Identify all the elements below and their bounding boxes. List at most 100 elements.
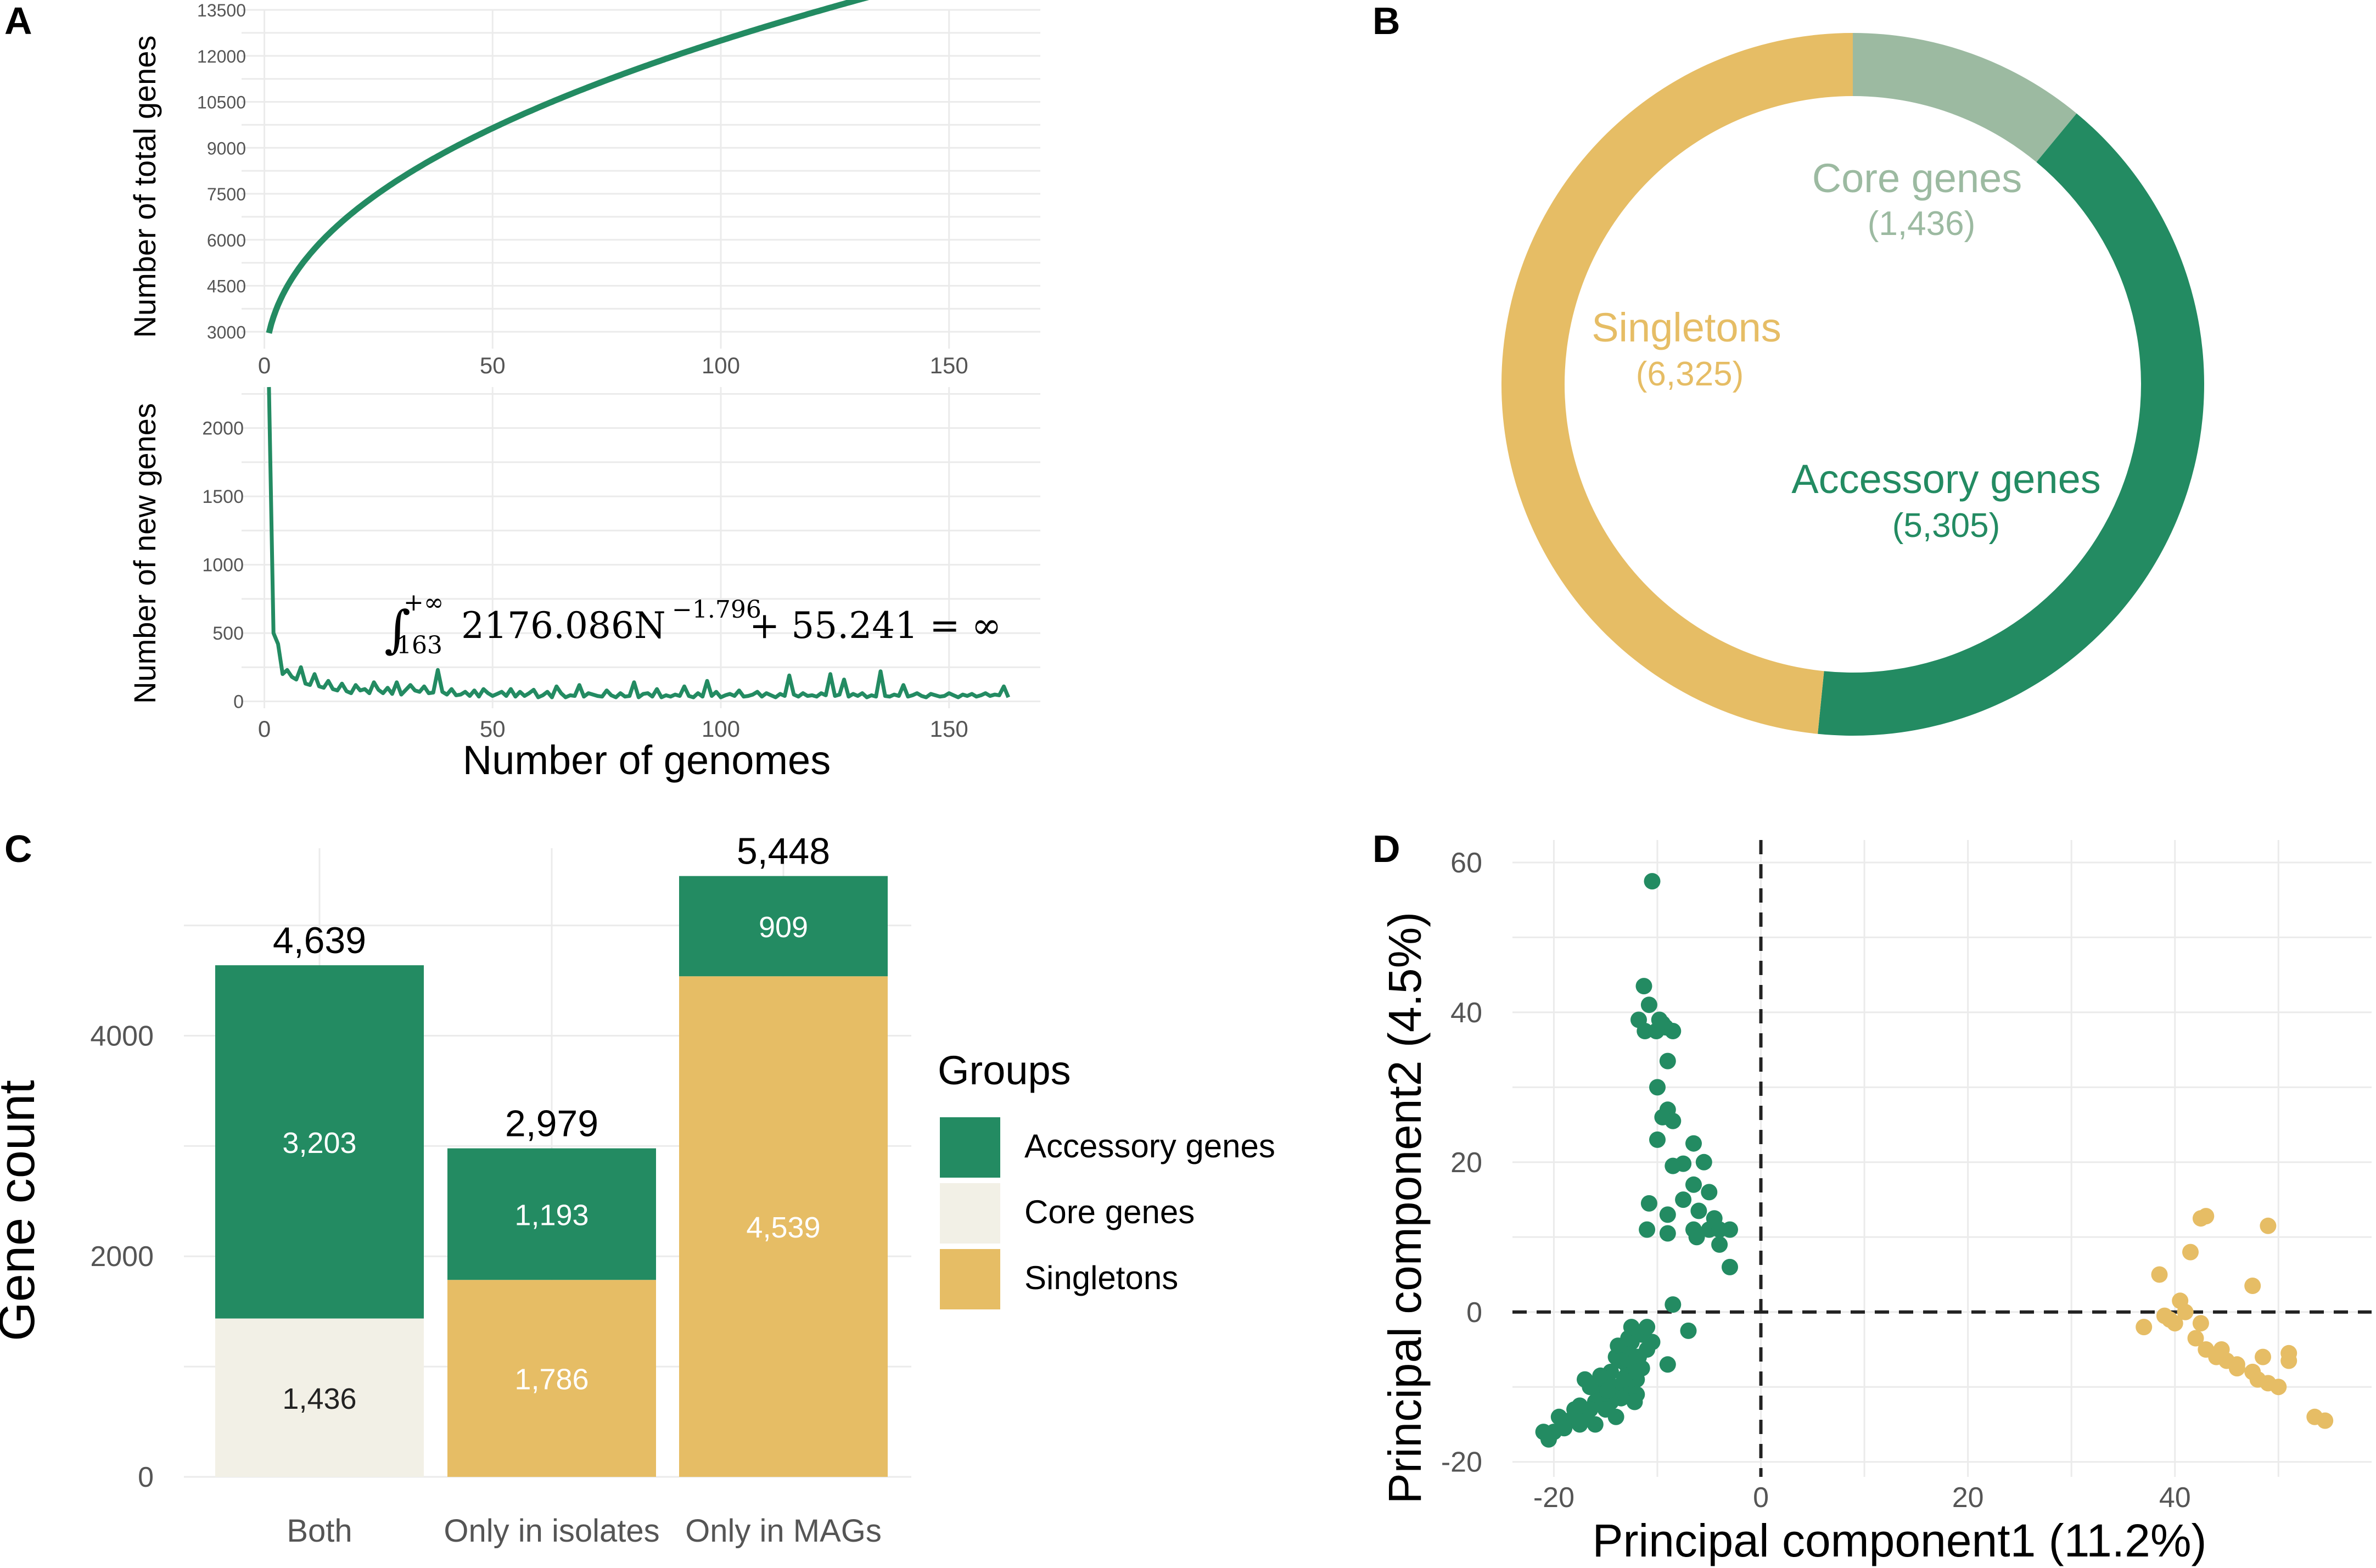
- panel-d-grid: [1512, 840, 2372, 1477]
- legend-label-singletons: Singletons: [1024, 1259, 1178, 1296]
- scatter-point-accessory-genes: [1675, 1191, 1692, 1208]
- x-tick-label: 100: [702, 352, 740, 378]
- scatter-point-accessory-genes: [1688, 1229, 1705, 1246]
- scatter-point-accessory-genes: [1685, 1176, 1702, 1193]
- panel-a-bottom-grid: [242, 387, 1040, 708]
- accessory-genes-slice-label: Accessory genes: [1791, 456, 2101, 502]
- scatter-point-singletons: [2255, 1348, 2271, 1365]
- scatter-point-accessory-genes: [1665, 1112, 1682, 1129]
- y-tick-label: 6000: [207, 231, 246, 250]
- bar-segment-label: 1,193: [514, 1199, 589, 1231]
- bar-segment-label: 1,786: [514, 1363, 589, 1396]
- donut-slice-singletons: [1501, 33, 1853, 734]
- x-tick-label: 50: [480, 352, 506, 378]
- scatter-point-accessory-genes: [1722, 1221, 1738, 1238]
- y-tick-label: 4000: [90, 1020, 154, 1052]
- scatter-point-accessory-genes: [1644, 873, 1661, 890]
- panel-b-label: B: [1372, 0, 1400, 42]
- scatter-point-singletons: [2136, 1319, 2153, 1336]
- y-tick-label: 60: [1450, 847, 1482, 879]
- y-tick-label: 2000: [202, 418, 244, 439]
- scatter-point-accessory-genes: [1690, 1202, 1707, 1219]
- scatter-point-accessory-genes: [1675, 1155, 1692, 1172]
- bar-segment-label: 1,436: [282, 1382, 356, 1415]
- scatter-point-accessory-genes: [1665, 1023, 1682, 1039]
- panel-c-y-label: Gene count: [0, 1080, 45, 1341]
- scatter-point-accessory-genes: [1659, 1052, 1676, 1069]
- x-tick-label: 0: [1753, 1482, 1769, 1514]
- panel-a-top-x-ticks: 0 50 100 150: [258, 352, 968, 378]
- new-genes-curve: [267, 387, 1011, 699]
- panel-c-legend: Groups Accessory genes Core genes Single…: [938, 1048, 1275, 1309]
- y-tick-label: 20: [1450, 1147, 1482, 1179]
- scatter-point-singletons: [2151, 1266, 2168, 1283]
- formula-tail: + 55.241 = ∞: [749, 604, 1001, 647]
- panel-a-bottom-plot: 0 500 1000 1500 2000 0 50 100 150 Number of new…: [127, 387, 1040, 783]
- legend-swatch-accessory-genes: [940, 1117, 1000, 1178]
- donut-slice-accessory-genes: [1818, 113, 2204, 736]
- y-tick-label: 3000: [207, 322, 246, 342]
- panel-d-points: [1535, 873, 2334, 1448]
- y-tick-label: 0: [1466, 1297, 1482, 1329]
- scatter-point-singletons: [2244, 1278, 2261, 1294]
- legend-label-core-genes: Core genes: [1024, 1194, 1195, 1230]
- scatter-point-accessory-genes: [1623, 1319, 1640, 1336]
- formula-exponent: −1.796: [672, 596, 761, 624]
- panel-d-label: D: [1372, 827, 1400, 870]
- panel-a-top-y-label: Number of total genes: [127, 36, 162, 338]
- panel-c-y-ticks: 0 2000 4000: [90, 1020, 154, 1493]
- x-tick-label: 20: [1952, 1482, 1984, 1514]
- scatter-point-accessory-genes: [1640, 1195, 1657, 1212]
- scatter-point-accessory-genes: [1640, 996, 1657, 1013]
- panel-b: B Core genes (1,436) Singletons (6,325) …: [1372, 0, 2204, 736]
- scatter-point-accessory-genes: [1582, 1379, 1599, 1396]
- y-tick-label: 0: [233, 692, 244, 713]
- donut-chart: [1501, 33, 2204, 736]
- scatter-point-accessory-genes: [1635, 978, 1652, 995]
- heaps-law-formula: ∫ +∞ 163 2176.086N −1.796 + 55.241 = ∞: [384, 589, 1001, 659]
- x-tick-label: 50: [480, 716, 506, 742]
- scatter-point-accessory-genes: [1599, 1382, 1616, 1399]
- legend-label-accessory-genes: Accessory genes: [1024, 1128, 1275, 1164]
- scatter-point-singletons: [2182, 1244, 2199, 1261]
- bar-segment-singletons: [679, 976, 888, 1477]
- scatter-point-accessory-genes: [1613, 1352, 1629, 1369]
- y-tick-label: 10500: [197, 93, 246, 113]
- scatter-point-accessory-genes: [1695, 1153, 1712, 1171]
- panel-c-bars: 1,436 3,203 4,639 1,786 1,193 2,979 4,539 909 5,…: [215, 831, 888, 1477]
- bar-segment-label: 3,203: [282, 1127, 356, 1160]
- core-genes-slice-label: Core genes: [1812, 155, 2022, 201]
- bar-total-label: 2,979: [505, 1103, 598, 1145]
- scatter-point-accessory-genes: [1628, 1363, 1645, 1380]
- panel-a-label: A: [4, 0, 32, 42]
- x-tick-label: 150: [930, 716, 968, 742]
- scatter-point-accessory-genes: [1587, 1416, 1604, 1433]
- accessory-genes-slice-count: (5,305): [1892, 507, 2000, 545]
- panel-a-x-label: Number of genomes: [463, 737, 831, 783]
- y-tick-label: 1000: [202, 555, 244, 576]
- scatter-point-singletons: [2198, 1208, 2215, 1225]
- formula-lower-limit: 163: [396, 631, 442, 659]
- scatter-point-accessory-genes: [1722, 1258, 1738, 1275]
- scatter-point-accessory-genes: [1637, 1023, 1654, 1039]
- scatter-point-accessory-genes: [1639, 1319, 1656, 1336]
- y-tick-label: 4500: [207, 277, 246, 296]
- scatter-point-singletons: [2280, 1352, 2297, 1369]
- panel-a-bottom-y-label: Number of new genes: [127, 403, 162, 704]
- x-tick-label: 40: [2159, 1482, 2191, 1514]
- y-tick-label: 2000: [90, 1241, 154, 1273]
- legend-title: Groups: [938, 1048, 1071, 1093]
- donut-labels: Core genes (1,436) Singletons (6,325) Ac…: [1592, 155, 2101, 545]
- y-tick-label: 13500: [197, 1, 246, 20]
- bar-segment-accessory-genes: [679, 876, 888, 977]
- y-tick-label: 1500: [202, 486, 244, 507]
- scatter-point-singletons: [2270, 1379, 2287, 1396]
- core-genes-slice-count: (1,436): [1868, 205, 1975, 243]
- x-tick-label: 0: [258, 716, 271, 742]
- scatter-point-singletons: [2260, 1217, 2277, 1234]
- scatter-point-accessory-genes: [1571, 1416, 1588, 1433]
- y-tick-label: 12000: [197, 47, 246, 66]
- bar-segment-accessory-genes: [447, 1148, 656, 1280]
- panel-a-top-grid: [242, 9, 1040, 349]
